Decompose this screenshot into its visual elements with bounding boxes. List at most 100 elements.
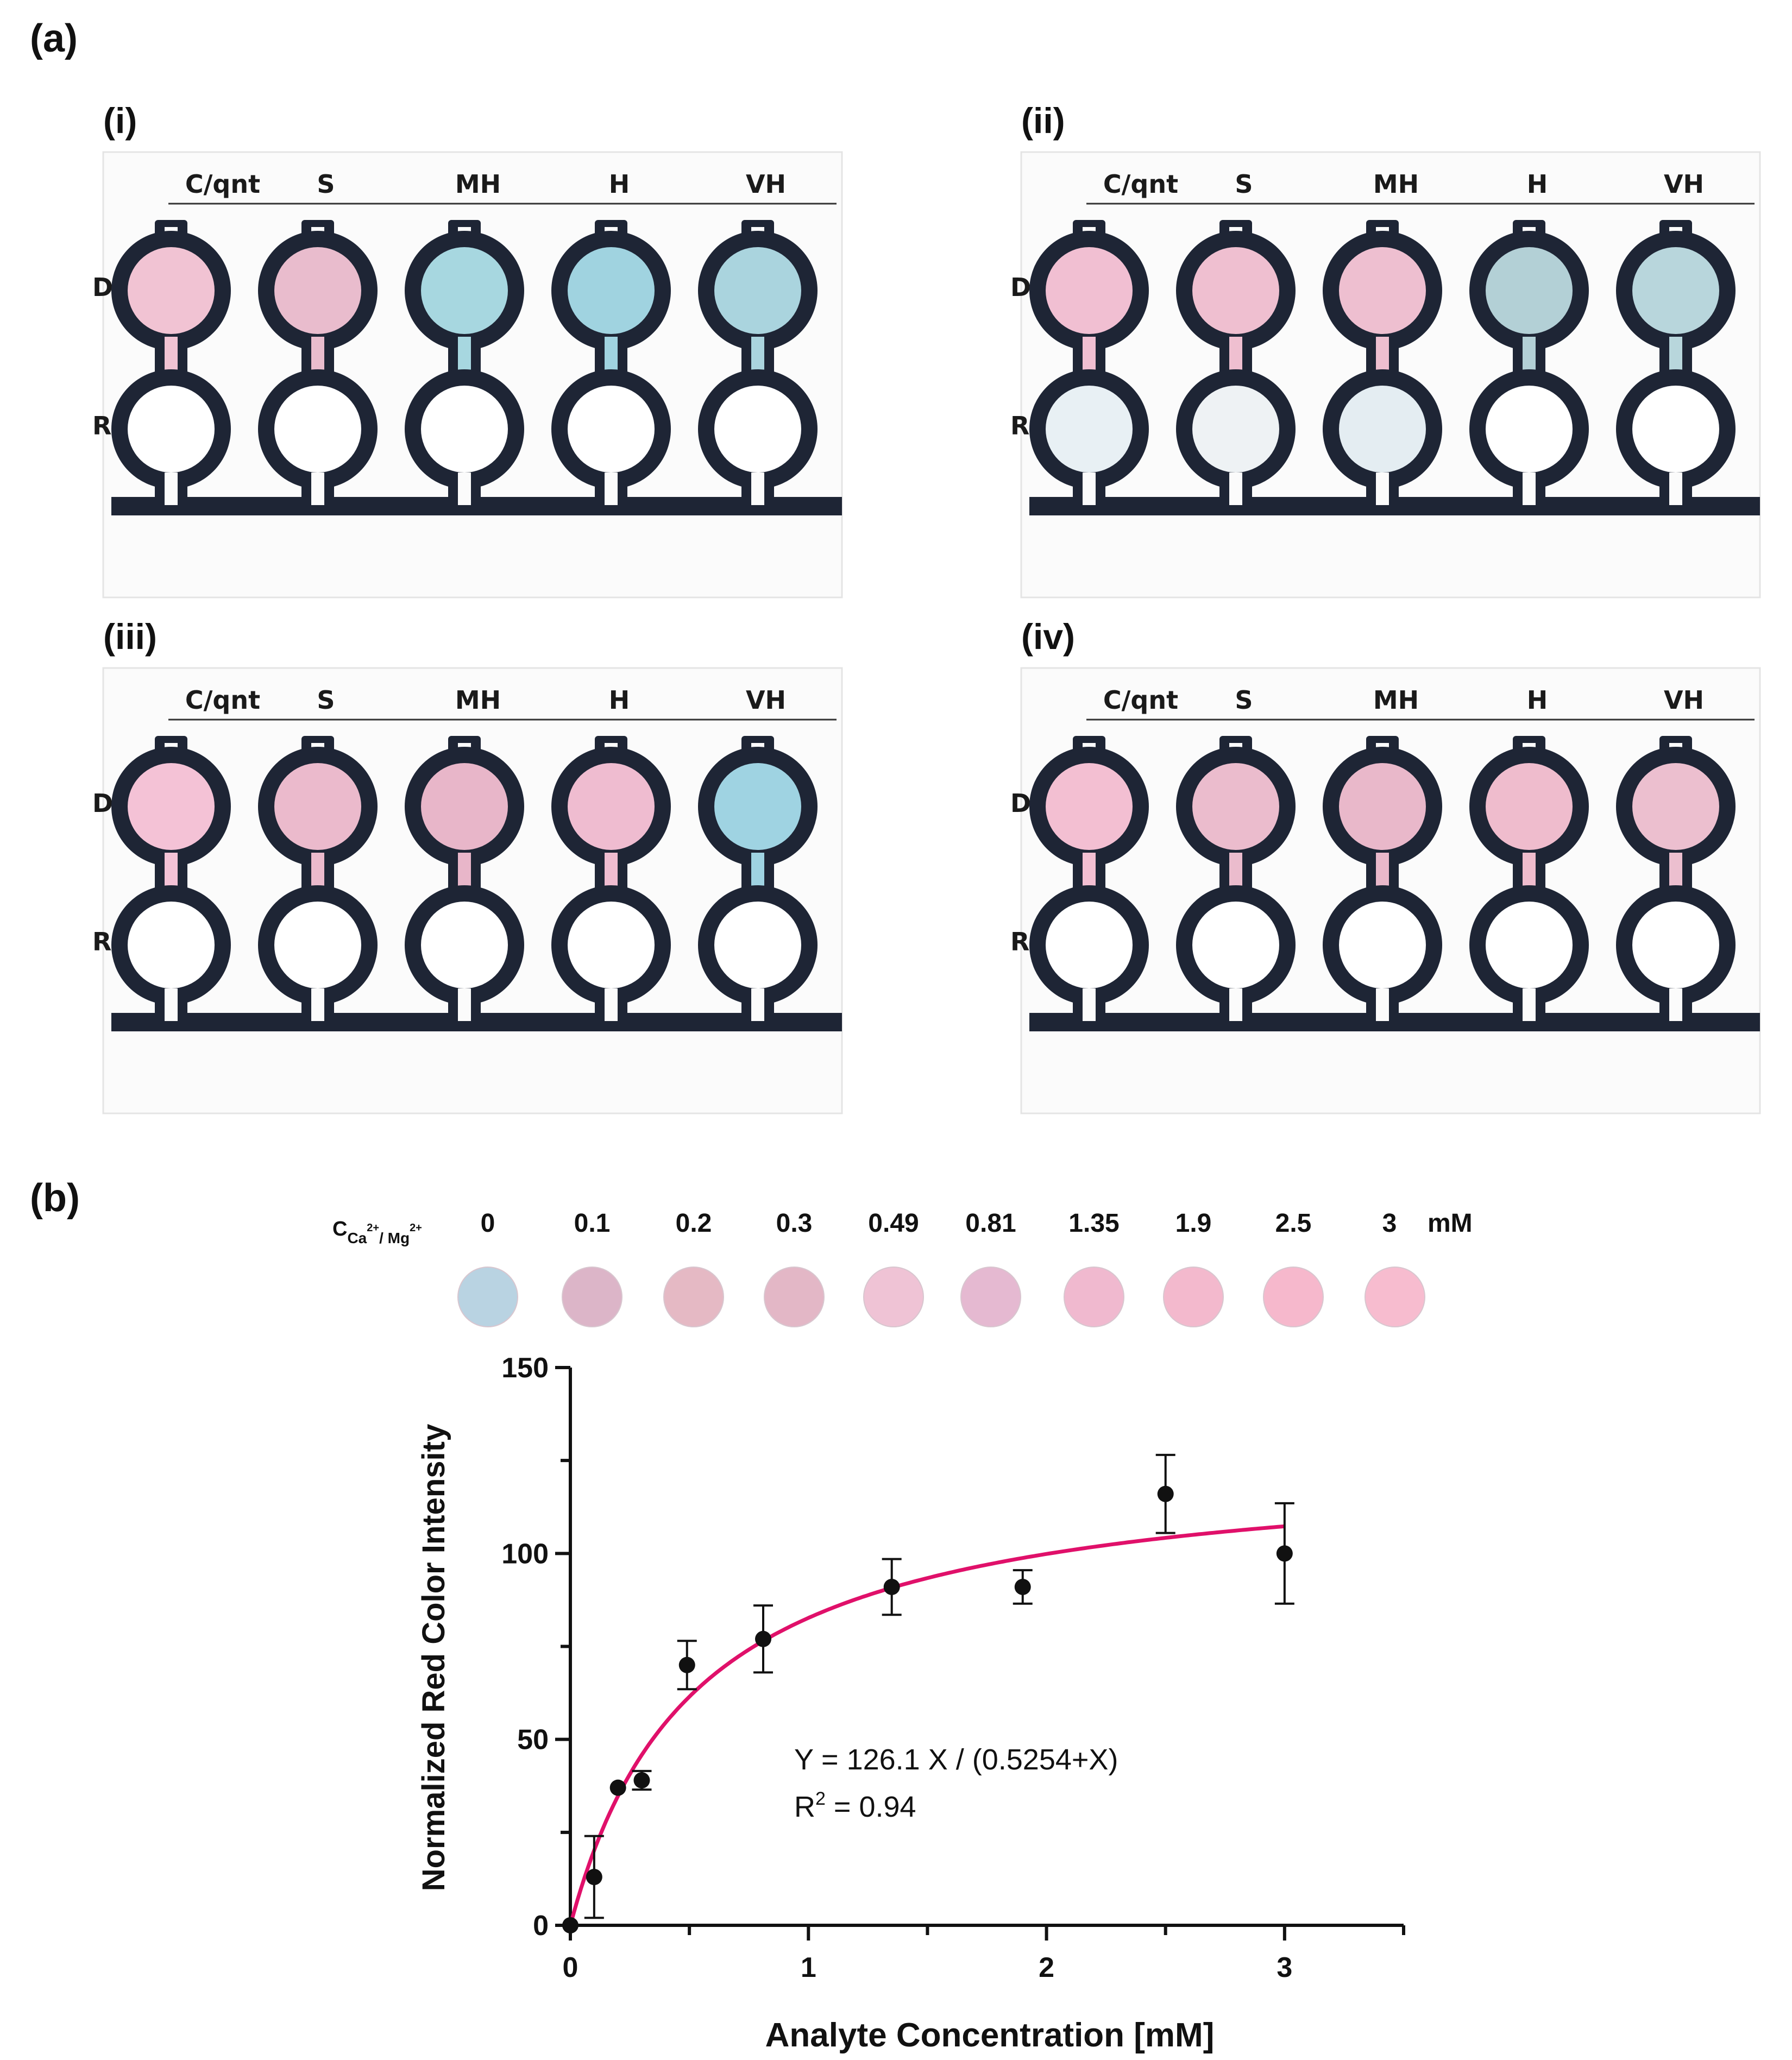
column-header: H [1527, 169, 1548, 199]
color-chip [1263, 1267, 1324, 1327]
detection-unit [551, 736, 671, 1021]
row-label-d: D [92, 789, 113, 818]
reservoir-zone [1192, 902, 1279, 988]
row-label-d: D [92, 273, 113, 302]
detection-zone [1486, 763, 1573, 850]
unit-outlet-gap [1229, 988, 1242, 1021]
detection-zone [421, 247, 508, 334]
chip-value-label: 0.49 [868, 1209, 919, 1238]
column-header: MH [1373, 685, 1419, 715]
column-header: VH [1664, 169, 1704, 199]
unit-outlet-gap [751, 988, 764, 1021]
row-label-r: R [92, 411, 111, 440]
color-chip [764, 1267, 825, 1327]
x-axis-title: Analyte Concentration [mM] [765, 2017, 1215, 2054]
data-point [755, 1630, 772, 1647]
detection-unit [258, 220, 378, 505]
data-point [609, 1779, 626, 1796]
panel-a-label: (a) [30, 17, 78, 60]
x-tick-label: 0 [563, 1952, 579, 1983]
data-point [562, 1917, 579, 1933]
chip-value-label: 0.3 [776, 1209, 813, 1238]
detection-zone [1339, 763, 1426, 850]
reservoir-zone [1046, 902, 1133, 988]
reservoir-zone [1486, 386, 1573, 473]
column-header: VH [746, 169, 786, 199]
detection-zone [1486, 247, 1573, 334]
chip-value-label: 0.2 [676, 1209, 712, 1238]
color-chip [1163, 1267, 1224, 1327]
detection-unit [405, 220, 524, 505]
subpanel-label: (ii) [1021, 100, 1065, 141]
reservoir-zone [714, 386, 801, 473]
y-axis-title: Normalized Red Color Intensity [416, 1424, 451, 1891]
color-chip [663, 1267, 724, 1327]
column-header: MH [455, 169, 501, 199]
column-header: VH [1664, 685, 1704, 715]
reservoir-zone [128, 902, 215, 988]
concentration-label-sub: Ca [347, 1230, 367, 1246]
detection-unit [258, 736, 378, 1021]
detection-zone [274, 247, 361, 334]
unit-outlet-gap [165, 473, 178, 505]
r-squared-rest: = 0.94 [826, 1791, 916, 1823]
reservoir-zone [1632, 902, 1719, 988]
detection-unit [111, 220, 231, 505]
row-label-r: R [1010, 927, 1029, 956]
device-panel: (iv) C/qnt S MH H VH D R [1010, 616, 1761, 1114]
y-tick-label: 150 [501, 1352, 549, 1384]
y-tick-label: 50 [517, 1724, 549, 1756]
detection-unit [551, 220, 671, 505]
unit-outlet-gap [458, 988, 471, 1021]
column-header: VH [746, 685, 786, 715]
detection-zone [274, 763, 361, 850]
color-chip [960, 1267, 1021, 1327]
column-header: C/qnt [1103, 169, 1178, 199]
unit-outlet-gap [311, 988, 324, 1021]
detection-zone [1046, 247, 1133, 334]
detection-zone [1339, 247, 1426, 334]
unit-outlet-gap [1376, 988, 1389, 1021]
data-point [1157, 1485, 1174, 1502]
detection-unit [1616, 220, 1736, 505]
unit-outlet-gap [605, 988, 618, 1021]
reservoir-zone [274, 386, 361, 473]
concentration-label-main: C [332, 1218, 347, 1240]
reservoir-zone [568, 902, 655, 988]
detection-zone [128, 247, 215, 334]
reservoir-zone [1632, 386, 1719, 473]
column-header: C/qnt [185, 685, 260, 715]
panel-a-cells: (i) C/qnt S MH H VH D R (ii) C/qnt S MH H VH D R (iii) C/… [92, 100, 1761, 1114]
detection-unit [698, 736, 818, 1021]
unit-outlet-gap [1083, 473, 1096, 505]
data-point [1014, 1578, 1031, 1595]
reservoir-zone [1192, 386, 1279, 473]
chip-value-label: 1.35 [1068, 1209, 1119, 1238]
detection-unit [1176, 736, 1296, 1021]
reservoir-zone [128, 386, 215, 473]
concentration-label-sup2: 2+ [410, 1222, 422, 1234]
column-header: S [1235, 169, 1253, 199]
unit-outlet-gap [165, 988, 178, 1021]
chip-unit: mM [1428, 1209, 1473, 1238]
x-tick-label: 2 [1039, 1952, 1054, 1983]
data-point [678, 1656, 695, 1673]
reservoir-zone [1339, 902, 1426, 988]
y-tick-label: 100 [501, 1538, 549, 1570]
column-header: H [609, 169, 630, 199]
detection-unit [405, 736, 524, 1021]
detection-unit [1029, 736, 1149, 1021]
r-squared-sup: 2 [815, 1788, 826, 1809]
plot-area: 0 50 100 150 0 1 2 3 [501, 1352, 1405, 1983]
column-header: H [1527, 685, 1548, 715]
chip-value-label: 1.9 [1175, 1209, 1212, 1238]
x-tick-label: 3 [1277, 1952, 1292, 1983]
detection-unit [1616, 736, 1736, 1021]
detection-unit [1323, 736, 1442, 1021]
data-point [1276, 1545, 1293, 1562]
detection-unit [698, 220, 818, 505]
column-header: S [1235, 685, 1253, 715]
r-squared-main: R [794, 1791, 815, 1823]
reservoir-zone [714, 902, 801, 988]
